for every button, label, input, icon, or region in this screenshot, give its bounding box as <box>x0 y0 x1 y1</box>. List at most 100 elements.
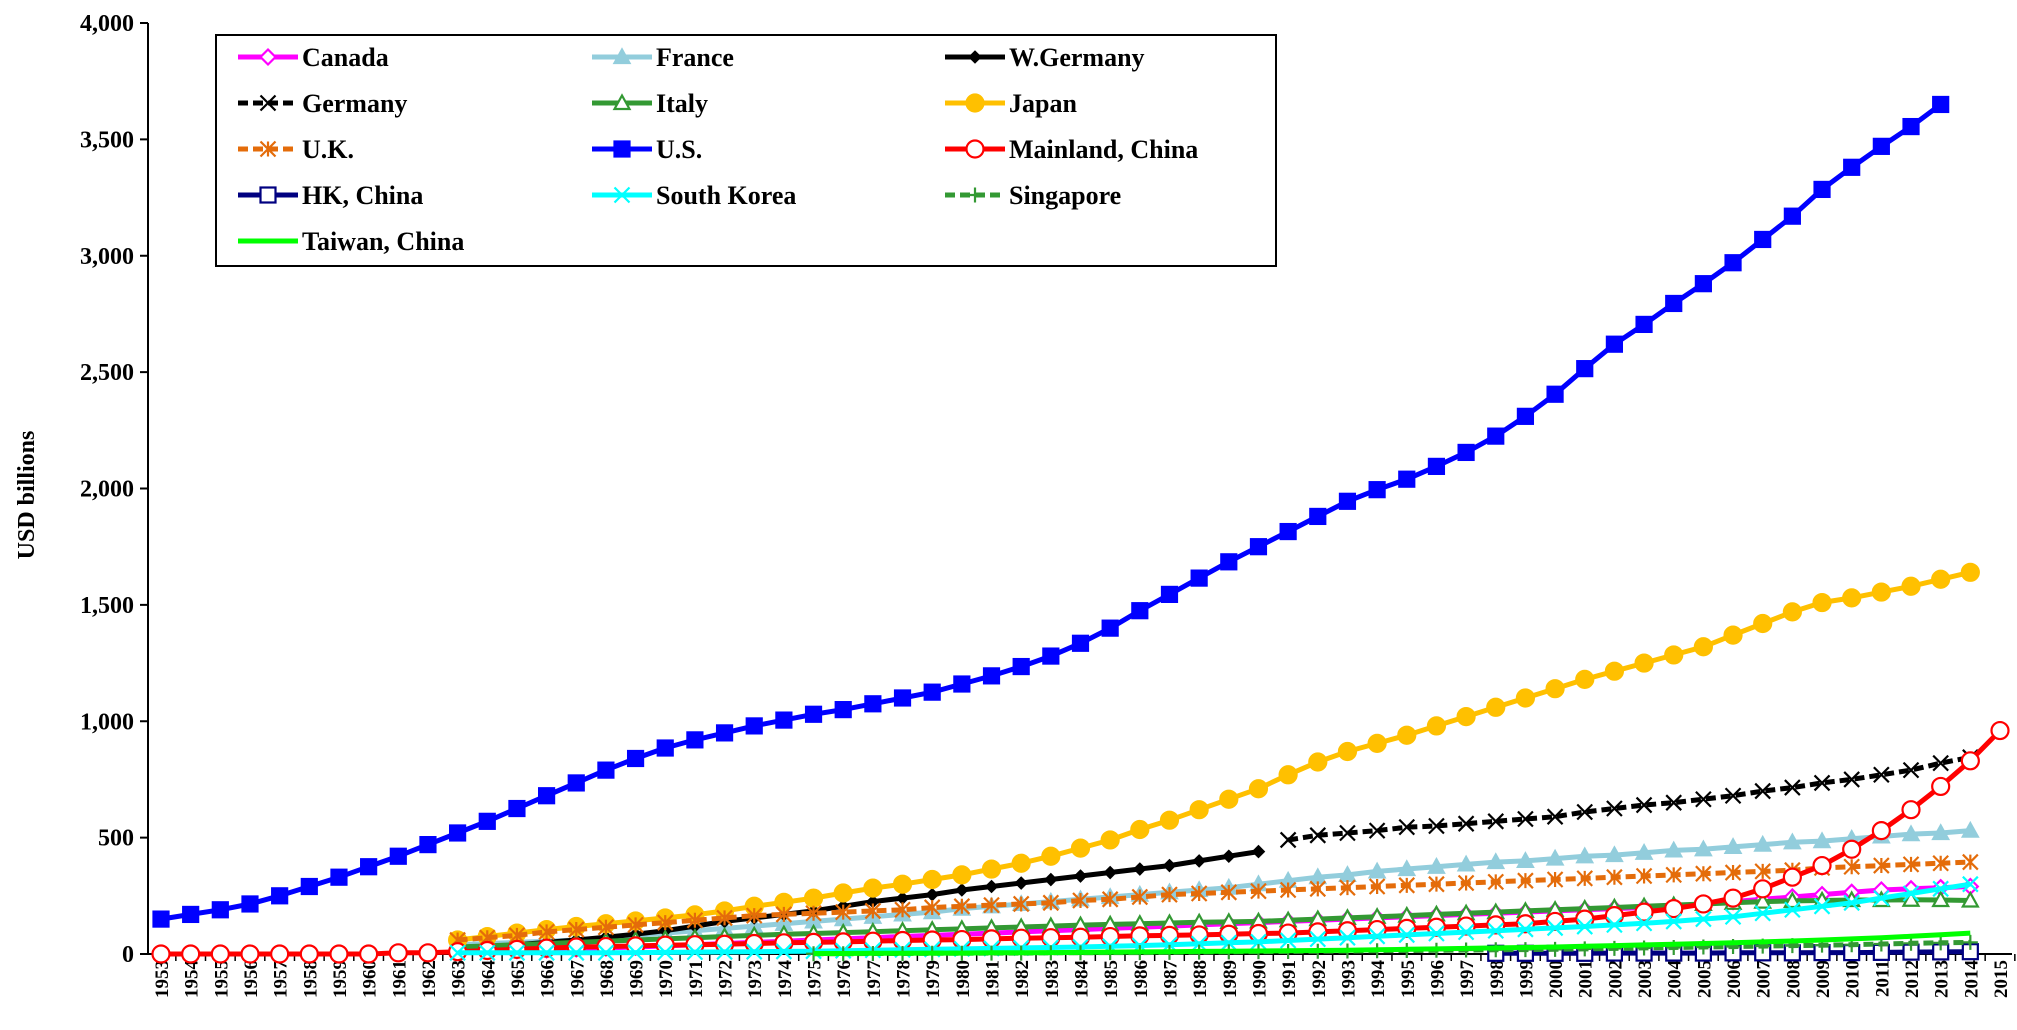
series-line <box>813 930 1971 956</box>
point <box>1723 888 1743 908</box>
x-tick-label: 1975 <box>805 960 826 998</box>
point <box>1901 800 1921 820</box>
point <box>1901 824 1921 842</box>
legend-box <box>215 34 1277 267</box>
point <box>1634 653 1654 673</box>
legend-label: HK, China <box>302 181 423 210</box>
point <box>1962 934 1978 950</box>
x-tick-label: 2012 <box>1902 960 1923 998</box>
x-tick-label: 1978 <box>894 960 915 998</box>
point <box>1279 932 1297 949</box>
point <box>1337 741 1358 762</box>
x-tick-label: 1970 <box>656 960 677 998</box>
point <box>1604 905 1625 926</box>
point <box>1486 852 1506 870</box>
series-line <box>457 859 1971 943</box>
point <box>1517 810 1534 828</box>
point <box>1189 800 1209 820</box>
point <box>1011 928 1031 948</box>
point <box>775 906 793 923</box>
point <box>1931 890 1951 908</box>
x-tick-label: 1973 <box>745 960 766 998</box>
point <box>1871 821 1891 841</box>
point <box>182 905 200 924</box>
point <box>210 944 230 964</box>
point <box>716 943 733 961</box>
point <box>1426 716 1447 736</box>
y-tick-label: 3,500 <box>80 127 134 153</box>
point <box>1813 180 1831 199</box>
point <box>1367 733 1387 753</box>
x-tick-label: 2015 <box>1991 960 2012 998</box>
x-tick-label: 1977 <box>864 960 885 999</box>
point <box>1960 890 1980 908</box>
point <box>1842 839 1862 859</box>
x-tick-label: 2014 <box>1961 960 1982 999</box>
y-tick-label: 2,500 <box>80 360 134 386</box>
point <box>1250 933 1267 951</box>
x-tick-label: 1968 <box>597 960 618 998</box>
point <box>984 879 999 894</box>
x-tick-label: 2006 <box>1724 960 1745 998</box>
point <box>1339 824 1356 842</box>
point <box>863 878 883 898</box>
series-line <box>457 569 1971 943</box>
x-tick-label: 1966 <box>538 960 559 998</box>
x-tick-label: 1998 <box>1487 960 1508 998</box>
x-tick-label: 1960 <box>360 960 381 998</box>
series <box>450 844 1266 957</box>
point <box>923 683 941 701</box>
point <box>1931 569 1951 589</box>
point <box>1635 867 1653 885</box>
point <box>1457 815 1475 832</box>
point <box>626 749 645 768</box>
point <box>1100 926 1120 947</box>
point <box>1872 137 1890 155</box>
point <box>1398 818 1416 836</box>
x-tick-label: 1985 <box>1101 960 1122 998</box>
point <box>968 50 982 64</box>
point <box>1103 865 1117 880</box>
point <box>1724 254 1742 272</box>
point <box>1606 868 1623 886</box>
point <box>953 898 971 915</box>
x-tick-label: 1974 <box>775 960 796 999</box>
point <box>508 799 526 818</box>
point <box>419 836 437 854</box>
point <box>1133 862 1147 876</box>
point <box>1101 891 1119 908</box>
point <box>1754 863 1771 880</box>
point <box>1012 657 1030 676</box>
point <box>1041 846 1061 866</box>
point <box>1309 880 1327 898</box>
x-tick-label: 1956 <box>241 960 262 998</box>
point <box>329 944 349 964</box>
x-tick-label: 1989 <box>1220 960 1241 998</box>
point <box>1783 832 1802 850</box>
x-tick-label: 1990 <box>1249 960 1270 998</box>
point <box>1070 838 1091 858</box>
point <box>259 140 277 158</box>
point <box>1901 890 1921 907</box>
point <box>893 689 912 707</box>
point <box>833 883 853 903</box>
point <box>1635 315 1653 334</box>
x-tick-label: 1954 <box>182 960 203 999</box>
point <box>1014 876 1028 890</box>
x-tick-label: 1957 <box>271 960 292 999</box>
point <box>1487 922 1505 940</box>
point <box>1248 779 1269 799</box>
x-tick-label: 2003 <box>1635 960 1656 998</box>
point <box>1367 861 1387 879</box>
point <box>745 717 763 735</box>
point <box>1159 925 1180 945</box>
point <box>258 47 278 67</box>
point <box>259 94 277 112</box>
point <box>1575 846 1595 864</box>
point <box>1782 602 1802 622</box>
point <box>834 903 852 921</box>
point <box>1368 481 1386 499</box>
point <box>1902 885 1920 902</box>
point <box>597 944 615 962</box>
